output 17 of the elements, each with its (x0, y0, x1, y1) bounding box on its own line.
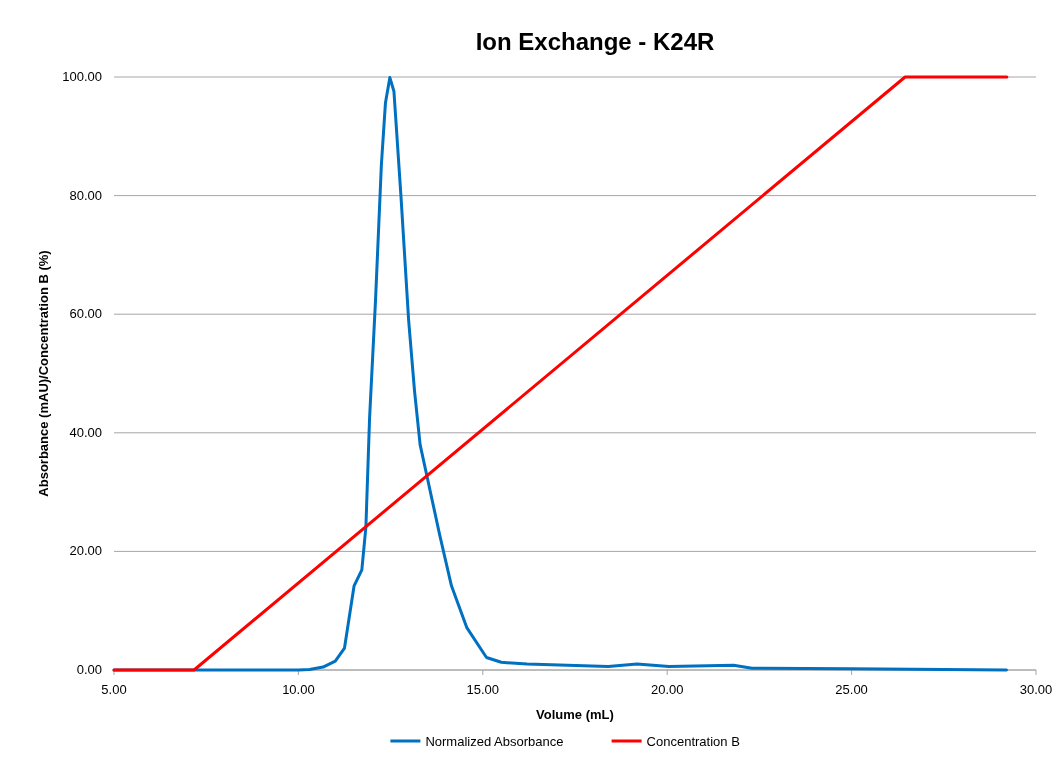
x-tick-label: 15.00 (466, 682, 500, 697)
x-tick-label: 10.00 (282, 682, 315, 697)
y-tick-label: 80.00 (69, 187, 102, 203)
legend-label: Concentration B (646, 734, 740, 749)
x-tick-label: 30.00 (1019, 682, 1053, 697)
x-tick-label: 25.00 (835, 682, 868, 697)
y-tick-label: 40.00 (69, 424, 102, 440)
y-tick-label: 20.00 (69, 543, 102, 559)
y-axis-title: Absorbance (mAU)/Concentration B (%) (36, 250, 51, 497)
chart-title: Ion Exchange - K24R (475, 28, 715, 55)
x-axis-title: Volume (mL) (536, 707, 614, 722)
y-tick-label: 100.00 (62, 69, 102, 84)
legend-label: Normalized Absorbance (425, 734, 564, 749)
x-tick-label: 5.00 (101, 682, 127, 697)
y-tick-label: 0.00 (76, 662, 102, 677)
y-tick-label: 60.00 (69, 306, 102, 322)
x-tick-label: 20.00 (650, 682, 684, 697)
